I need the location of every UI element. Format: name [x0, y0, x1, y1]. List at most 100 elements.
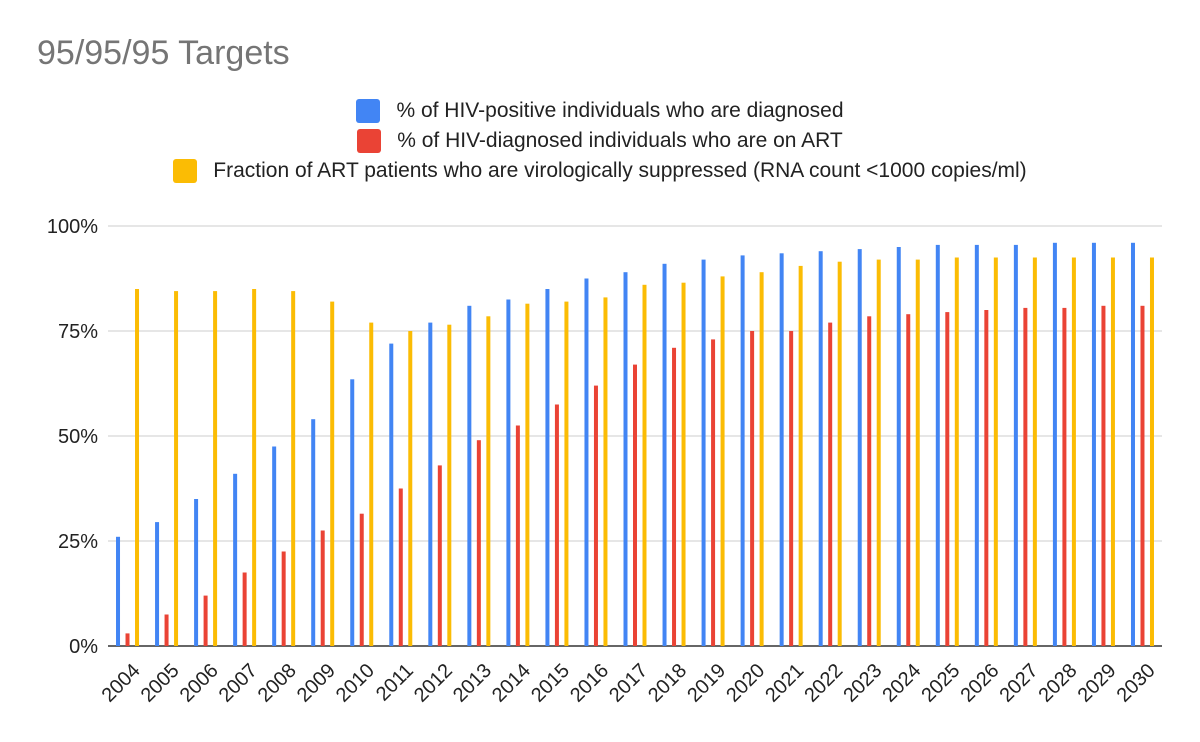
bar[interactable] [974, 244, 979, 646]
bar[interactable] [1013, 244, 1018, 646]
bar[interactable] [584, 278, 589, 647]
bar[interactable] [437, 465, 442, 646]
bar[interactable] [750, 331, 755, 646]
bar[interactable] [116, 536, 121, 646]
bar[interactable] [428, 322, 433, 646]
x-tick-label: 2004 [98, 660, 145, 707]
y-tick-label: 75% [58, 321, 98, 343]
bar[interactable] [1110, 257, 1115, 647]
x-tick-label: 2027 [995, 660, 1042, 707]
bar[interactable] [476, 440, 481, 646]
legend-item-suppressed[interactable]: Fraction of ART patients who are virolog… [0, 156, 1200, 186]
bar[interactable] [525, 303, 530, 646]
bar[interactable] [213, 291, 218, 646]
bar[interactable] [759, 272, 764, 646]
bar[interactable] [359, 513, 364, 646]
y-tick-label: 25% [58, 531, 98, 553]
bar[interactable] [798, 265, 803, 646]
bar[interactable] [711, 339, 716, 646]
bar[interactable] [554, 404, 559, 647]
bar[interactable] [135, 289, 140, 646]
bar[interactable] [291, 291, 296, 646]
bar[interactable] [740, 255, 745, 646]
bar[interactable] [593, 385, 598, 646]
bar[interactable] [164, 614, 169, 647]
bar[interactable] [174, 291, 179, 646]
bar[interactable] [203, 595, 208, 646]
bar[interactable] [369, 322, 374, 646]
bar[interactable] [789, 331, 794, 646]
bar[interactable] [506, 299, 511, 647]
bar[interactable] [662, 263, 667, 646]
bar[interactable] [320, 530, 325, 647]
bar[interactable] [125, 633, 130, 646]
bar[interactable] [623, 272, 628, 646]
bar[interactable] [389, 343, 394, 646]
bar[interactable] [954, 257, 959, 647]
chart-title: 95/95/95 Targets [37, 34, 290, 72]
bar[interactable] [681, 282, 686, 646]
bar[interactable] [545, 289, 550, 646]
y-tick-label: 100% [47, 216, 98, 238]
bar[interactable] [252, 289, 257, 646]
legend-item-on-art[interactable]: % of HIV-diagnosed individuals who are o… [0, 126, 1200, 156]
x-tick-label: 2012 [410, 660, 457, 707]
x-tick-label: 2020 [722, 660, 769, 707]
bar[interactable] [896, 247, 901, 646]
bar[interactable] [837, 261, 842, 646]
bar[interactable] [194, 499, 199, 646]
bar[interactable] [564, 301, 569, 646]
y-tick-label: 0% [69, 636, 98, 658]
bar[interactable] [398, 488, 403, 647]
bar[interactable] [984, 310, 989, 646]
bar[interactable] [408, 331, 413, 646]
legend-label-suppressed: Fraction of ART patients who are virolog… [213, 159, 1027, 182]
bar[interactable] [1032, 257, 1037, 647]
bar[interactable] [720, 276, 725, 646]
bar[interactable] [701, 259, 706, 646]
bar[interactable] [281, 551, 286, 647]
bar[interactable] [1091, 242, 1096, 647]
x-tick-label: 2016 [566, 660, 613, 707]
bar[interactable] [155, 522, 160, 646]
bar[interactable] [828, 322, 833, 646]
bar[interactable] [272, 446, 277, 647]
x-tick-label: 2024 [878, 660, 925, 707]
bar[interactable] [857, 249, 862, 646]
bar[interactable] [1101, 305, 1106, 646]
bar[interactable] [486, 316, 491, 646]
x-tick-label: 2029 [1074, 660, 1121, 707]
bar[interactable] [993, 257, 998, 647]
bar[interactable] [603, 297, 608, 646]
bar[interactable] [311, 419, 316, 646]
bar[interactable] [1071, 257, 1076, 647]
bar[interactable] [1023, 307, 1028, 646]
bar[interactable] [818, 251, 823, 646]
bar[interactable] [945, 312, 950, 646]
bar[interactable] [633, 364, 637, 646]
bar[interactable] [935, 244, 940, 646]
legend-item-diagnosed[interactable]: % of HIV-positive individuals who are di… [0, 96, 1200, 126]
bar[interactable] [1062, 307, 1067, 646]
bar[interactable] [515, 425, 520, 647]
bar[interactable] [467, 305, 472, 646]
bar[interactable] [330, 301, 335, 646]
bar[interactable] [906, 314, 911, 646]
bar[interactable] [672, 347, 677, 646]
bar[interactable] [233, 473, 238, 646]
x-tick-label: 2005 [137, 660, 184, 707]
bar[interactable] [642, 284, 647, 646]
bar[interactable] [350, 379, 355, 646]
bar[interactable] [876, 259, 881, 646]
bar[interactable] [915, 259, 920, 646]
legend-label-diagnosed: % of HIV-positive individuals who are di… [396, 99, 844, 122]
bar[interactable] [779, 253, 784, 647]
bar[interactable] [1052, 242, 1057, 647]
bar[interactable] [1140, 305, 1145, 646]
bar[interactable] [447, 324, 452, 646]
bar[interactable] [867, 316, 872, 646]
bar[interactable] [1149, 257, 1154, 647]
x-tick-label: 2019 [683, 660, 730, 707]
bar[interactable] [242, 572, 247, 647]
bar[interactable] [1130, 242, 1135, 647]
